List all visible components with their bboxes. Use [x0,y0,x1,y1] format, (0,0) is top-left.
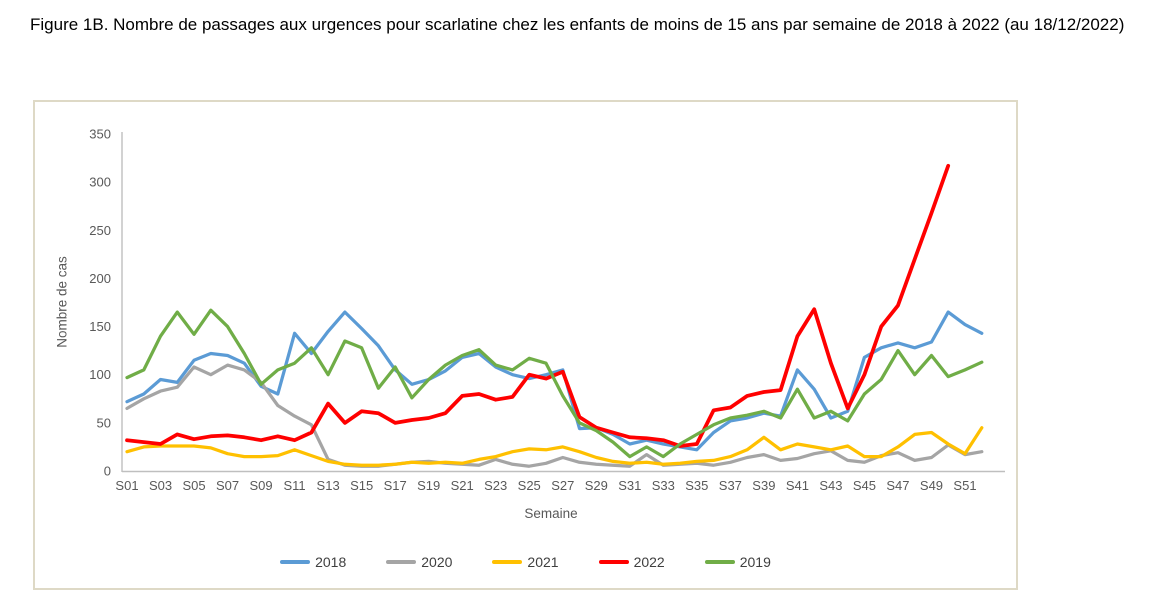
x-tick-label: S43 [819,478,842,493]
x-tick-label: S29 [585,478,608,493]
x-tick-label: S51 [953,478,976,493]
x-tick-label: S45 [853,478,876,493]
legend-label: 2020 [421,554,453,570]
x-tick-label: S49 [920,478,943,493]
x-tick-label: S37 [719,478,742,493]
x-tick-label: S03 [149,478,172,493]
x-tick-label: S41 [786,478,809,493]
legend-item-2020: 2020 [386,554,452,570]
series-line-2020 [125,363,984,468]
chart-legend: 2018 2020 2021 2022 2019 [35,554,1016,570]
x-tick-label: S25 [518,478,541,493]
y-tick-label: 100 [89,367,111,382]
legend-item-2018: 2018 [280,554,346,570]
legend-swatch-2018 [280,560,311,564]
legend-swatch-2020 [386,560,417,564]
legend-item-2021: 2021 [492,554,559,570]
y-tick-label: 200 [89,271,111,286]
x-tick-label: S01 [115,478,138,493]
x-tick-label: S33 [652,478,675,493]
legend-label: 2019 [739,554,771,570]
x-tick-label: S31 [618,478,641,493]
y-tick-label: 150 [89,319,111,334]
legend-item-2019: 2019 [704,554,771,570]
x-tick-label: S05 [182,478,205,493]
y-tick-label: 50 [97,415,111,430]
legend-item-2022: 2022 [598,554,665,570]
x-tick-label: S15 [350,478,373,493]
x-tick-label: S35 [685,478,708,493]
series-line-2021 [125,426,984,467]
x-tick-label: S21 [451,478,474,493]
x-tick-label: S11 [284,478,306,493]
x-tick-label: S47 [886,478,909,493]
x-tick-label: S23 [484,478,507,493]
legend-swatch-2022 [598,560,629,564]
y-tick-label: 0 [104,464,111,479]
y-axis-title: Nombre de cas [54,256,70,348]
legend-label: 2021 [527,554,559,570]
x-tick-label: S13 [317,478,340,493]
chart-panel: 0 50 100 150 200 250 300 350 S01 S03 S05 S07 S09 S11 S… [33,100,1018,590]
legend-swatch-2021 [492,560,523,564]
x-tick-label: S17 [384,478,407,493]
legend-swatch-2019 [704,560,735,564]
y-tick-label: 300 [89,175,111,190]
x-axis-title: Semaine [524,506,578,521]
x-tick-label: S07 [216,478,239,493]
legend-label: 2022 [633,554,665,570]
x-tick-label: S19 [417,478,440,493]
series-line-2019 [125,308,984,459]
x-tick-label: S27 [551,478,574,493]
y-tick-label: 250 [89,223,111,238]
y-tick-label: 350 [89,127,111,142]
series-line-2022 [125,163,951,448]
figure-title: Figure 1B. Nombre de passages aux urgenc… [30,15,1125,34]
legend-label: 2018 [315,554,347,570]
chart-plot: 0 50 100 150 200 250 300 350 S01 S03 S05 S07 S09 S11 S… [89,127,1005,493]
x-tick-label: S39 [752,478,775,493]
x-tick-label: S09 [250,478,273,493]
